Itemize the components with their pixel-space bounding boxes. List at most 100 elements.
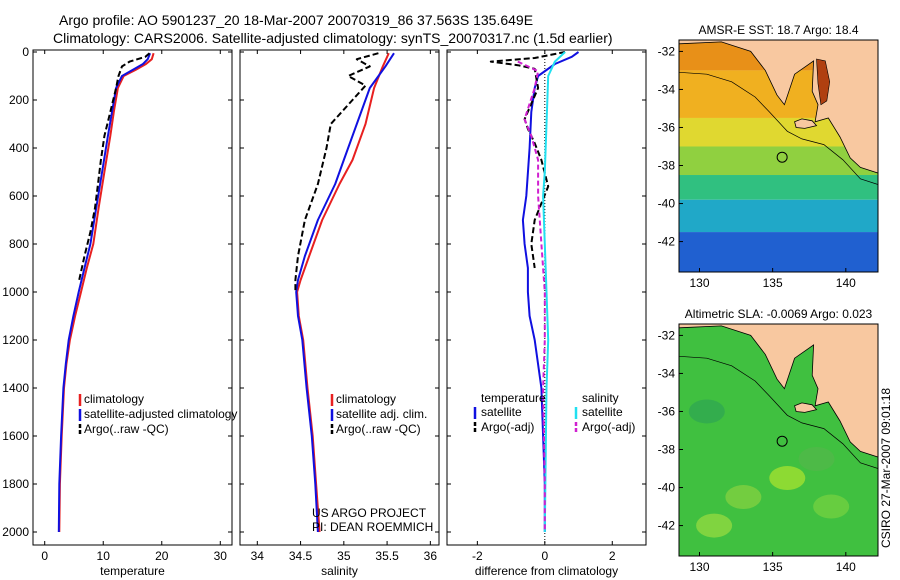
sla-patch [696, 513, 733, 538]
shelf-contour [679, 355, 878, 469]
y-tick-label: -34 [658, 82, 676, 96]
x-tick-label: 0 [41, 549, 48, 563]
y-tick-label: -40 [658, 197, 676, 211]
series-line [542, 51, 566, 533]
argo-float-marker [776, 151, 788, 163]
x-tick-label: -2 [472, 549, 483, 563]
x-tick-label: 34.5 [289, 549, 313, 563]
sla-patch [688, 399, 725, 424]
x-tick-label: 2 [609, 549, 616, 563]
y-tick-label: 0 [22, 45, 29, 59]
shelf-contour [679, 71, 878, 185]
legend-label: Argo(..raw -QC) [84, 422, 169, 436]
x-tick-label: 130 [689, 560, 709, 574]
map-title: Altimetric SLA: -0.0069 Argo: 0.023 [685, 307, 873, 321]
argo-float-marker [776, 435, 788, 447]
y-tick-label: 1400 [2, 381, 29, 395]
sst-band [679, 175, 878, 200]
y-tick-label: 1600 [2, 429, 29, 443]
map-content [679, 40, 878, 272]
x-tick-label: 135 [763, 276, 783, 290]
x-tick-label: 20 [155, 549, 169, 563]
x-axis-label: temperature [100, 564, 165, 578]
legend-group-label: salinity [582, 391, 619, 405]
y-tick-label: 400 [9, 141, 29, 155]
y-tick-label: -42 [658, 235, 676, 249]
y-tick-label: 800 [9, 237, 29, 251]
x-tick-label: 140 [836, 276, 856, 290]
x-tick-label: 35.5 [375, 549, 399, 563]
series-line [489, 51, 566, 269]
title-line-2: Climatology: CARS2006. Satellite-adjuste… [53, 30, 613, 46]
island [794, 402, 818, 413]
legend-label: satellite adj. clim. [336, 407, 427, 421]
series-line [78, 52, 151, 281]
y-tick-label: -36 [658, 404, 676, 418]
series-line [57, 52, 152, 533]
sla-patch [813, 494, 850, 519]
y-tick-label: -32 [658, 328, 676, 342]
y-tick-label: 200 [9, 93, 29, 107]
x-tick-label: 36 [424, 549, 438, 563]
x-tick-label: 35 [337, 549, 351, 563]
y-tick-label: -36 [658, 120, 676, 134]
map-sst-map: AMSR-E SST: 18.7 Argo: 18.4 130 135 140 -32 -… [658, 23, 879, 290]
y-tick-label: 1800 [2, 477, 29, 491]
y-tick-label: -42 [658, 519, 676, 533]
series-line [295, 52, 395, 533]
map-frame [678, 323, 879, 557]
land-mass [679, 324, 878, 458]
legend-label: Argo(..raw -QC) [336, 422, 421, 436]
x-axis-label: difference from climatology [475, 564, 618, 578]
y-tick-label: -40 [658, 481, 676, 495]
series-line [294, 52, 379, 292]
y-tick-label: 1000 [2, 285, 29, 299]
sst-band [679, 199, 878, 233]
legend-label: satellite [481, 405, 522, 419]
gulf-water [816, 58, 831, 106]
x-tick-label: 10 [97, 549, 111, 563]
legend-label: Argo(-adj) [582, 420, 635, 434]
x-tick-label: 135 [763, 560, 783, 574]
y-tick-label: -38 [658, 159, 676, 173]
legend-label: climatology [84, 392, 144, 406]
legend-label: Argo(-adj) [481, 420, 534, 434]
x-tick-label: 0 [541, 549, 548, 563]
y-tick-label: 600 [9, 189, 29, 203]
y-tick-label: -32 [658, 44, 676, 58]
x-tick-label: 140 [836, 560, 856, 574]
sla-patch [725, 485, 762, 510]
y-tick-label: -34 [658, 366, 676, 380]
legend-label: satellite-adjusted climatology [84, 407, 237, 421]
map-content [679, 324, 878, 556]
x-tick-label: 130 [689, 276, 709, 290]
y-tick-label: 1200 [2, 333, 29, 347]
land-mass [679, 40, 878, 174]
map-title: AMSR-E SST: 18.7 Argo: 18.4 [698, 23, 858, 37]
plot-frame [32, 49, 233, 546]
map-frame [678, 39, 879, 273]
y-tick-label: -38 [658, 443, 676, 457]
island [794, 118, 818, 129]
timestamp-stamp: CSIRO 27-Mar-2007 09:01:18 [879, 388, 893, 548]
sst-band [679, 232, 878, 272]
series-line [521, 51, 580, 532]
x-tick-label: 30 [214, 549, 228, 563]
sla-patch [798, 447, 835, 472]
x-axis-label: salinity [321, 564, 358, 578]
legend-label: satellite [582, 405, 623, 419]
plot-salinity: 34 34.5 35 35.5 36 salinity climatologysatelli… [239, 49, 440, 578]
footer-line-1: US ARGO PROJECT [312, 506, 427, 520]
legend-label: climatology [336, 392, 396, 406]
y-tick-label: 2000 [2, 525, 29, 539]
footer-line-2: PI: DEAN ROEMMICH [312, 520, 433, 534]
sla-patch [769, 466, 806, 491]
plot-temperature: 0 10 20 30 temperature 0 200 400 600 800 1000 1200 1… [2, 45, 237, 578]
plot-frame [239, 49, 440, 546]
legend-group-label: temperature [481, 391, 546, 405]
x-tick-label: 34 [251, 549, 265, 563]
title-line-1: Argo profile: AO 5901237_20 18-Mar-2007 … [59, 12, 533, 28]
map-sla-map: Altimetric SLA: -0.0069 Argo: 0.023 130 13… [658, 307, 879, 574]
